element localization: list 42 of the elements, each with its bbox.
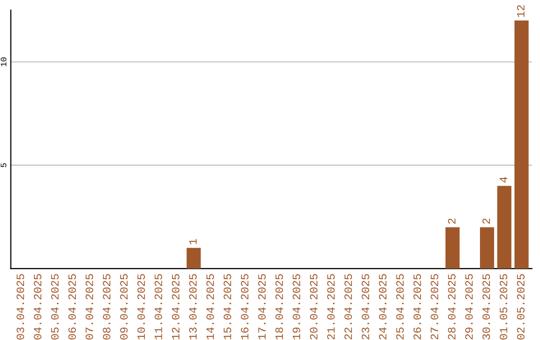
x-tick-label: 17.04.2025 <box>258 274 266 340</box>
x-tick-label: 13.04.2025 <box>189 274 197 340</box>
x-tick-label: 06.04.2025 <box>68 274 76 340</box>
x-tick-label: 26.04.2025 <box>413 274 421 340</box>
bar <box>497 186 512 269</box>
x-tick-label: 08.04.2025 <box>102 274 110 340</box>
x-tick-label: 10.04.2025 <box>137 274 145 340</box>
bar <box>186 248 201 269</box>
bar <box>514 20 529 269</box>
data-label: 2 <box>448 218 456 224</box>
x-tick-label: 12.04.2025 <box>172 274 180 340</box>
x-tick-label: 24.04.2025 <box>378 274 386 340</box>
x-tick-label: 14.04.2025 <box>206 274 214 340</box>
x-tick-label: 03.04.2025 <box>16 274 24 340</box>
x-tick-label: 22.04.2025 <box>344 274 352 340</box>
x-tick-label: 07.04.2025 <box>86 274 94 340</box>
x-tick-label: 18.04.2025 <box>275 274 283 340</box>
x-tick-label: 20.04.2025 <box>310 274 318 340</box>
bar <box>480 227 494 269</box>
x-tick-label: 27.04.2025 <box>430 274 438 340</box>
x-tick-label: 29.04.2025 <box>465 274 473 340</box>
data-label: 12 <box>516 5 524 17</box>
x-tick-label: 02.05.2025 <box>516 274 525 340</box>
x-tick-label: 16.04.2025 <box>240 274 248 340</box>
x-tick-label: 11.04.2025 <box>154 274 162 340</box>
x-tick-label: 19.04.2025 <box>292 274 300 340</box>
x-tick-label: 05.04.2025 <box>51 274 59 340</box>
x-tick-label: 30.04.2025 <box>482 274 490 340</box>
x-tick-label: 21.04.2025 <box>327 274 335 340</box>
bar <box>445 227 460 269</box>
x-tick-label: 28.04.2025 <box>448 274 456 340</box>
x-tick-label: 25.04.2025 <box>396 274 404 340</box>
x-tick-label: 09.04.2025 <box>120 274 128 340</box>
data-label: 4 <box>500 177 508 183</box>
x-tick-label: 04.04.2025 <box>34 274 42 340</box>
data-label: 2 <box>482 218 490 224</box>
x-tick-label: 23.04.2025 <box>362 274 370 340</box>
y-tick-label: 5 <box>0 163 6 168</box>
data-label: 1 <box>189 239 197 244</box>
x-tick-label: 01.05.2025 <box>500 274 508 340</box>
x-tick-label: 15.04.2025 <box>224 274 232 340</box>
y-tick-label: 10 <box>0 57 6 66</box>
